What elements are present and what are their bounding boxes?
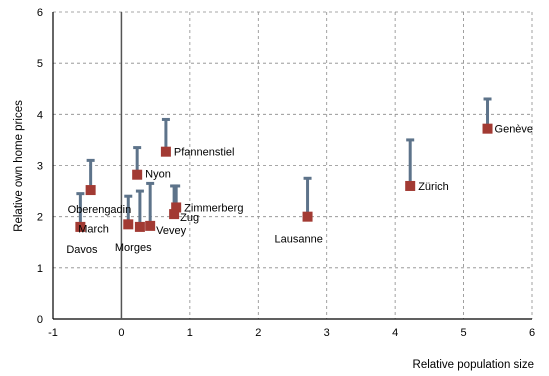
x-tick-label: 0 (118, 327, 124, 339)
y-tick-label: 3 (37, 161, 43, 173)
data-marker (303, 212, 313, 222)
point-label: Oberengadin (68, 204, 132, 216)
plot-area (53, 12, 532, 319)
data-marker (145, 221, 155, 231)
data-marker (132, 170, 142, 180)
data-marker (123, 219, 133, 229)
x-tick-label: 3 (324, 327, 330, 339)
point-label: Pfannenstiel (174, 147, 235, 159)
point-label: March (78, 223, 109, 235)
point-label: Zürich (418, 181, 449, 193)
data-marker (135, 222, 145, 232)
point-label: Davos (66, 244, 98, 256)
y-tick-label: 0 (37, 314, 43, 326)
point-label: Morges (115, 242, 152, 254)
x-tick-label: 6 (529, 327, 535, 339)
data-marker (169, 209, 179, 219)
x-tick-label: 5 (461, 327, 467, 339)
point-label: Zug (180, 212, 199, 224)
point-label: Vevey (156, 225, 186, 237)
data-marker (405, 181, 415, 191)
x-tick-label: -1 (48, 327, 58, 339)
y-tick-label: 4 (37, 109, 43, 121)
x-axis-label: Relative population size (413, 359, 534, 371)
x-tick-label: 4 (392, 327, 398, 339)
point-label: Lausanne (275, 234, 323, 246)
y-tick-label: 5 (37, 58, 43, 70)
data-marker (483, 124, 493, 134)
data-marker (161, 147, 171, 157)
y-tick-label: 6 (37, 7, 43, 19)
y-axis-label: Relative own home prices (13, 100, 25, 232)
x-tick-label: 2 (255, 327, 261, 339)
data-marker (86, 185, 96, 195)
point-label: Nyon (145, 169, 171, 181)
y-tick-label: 1 (37, 263, 43, 275)
point-label: Genève (495, 124, 534, 136)
x-tick-label: 1 (187, 327, 193, 339)
y-tick-label: 2 (37, 212, 43, 224)
